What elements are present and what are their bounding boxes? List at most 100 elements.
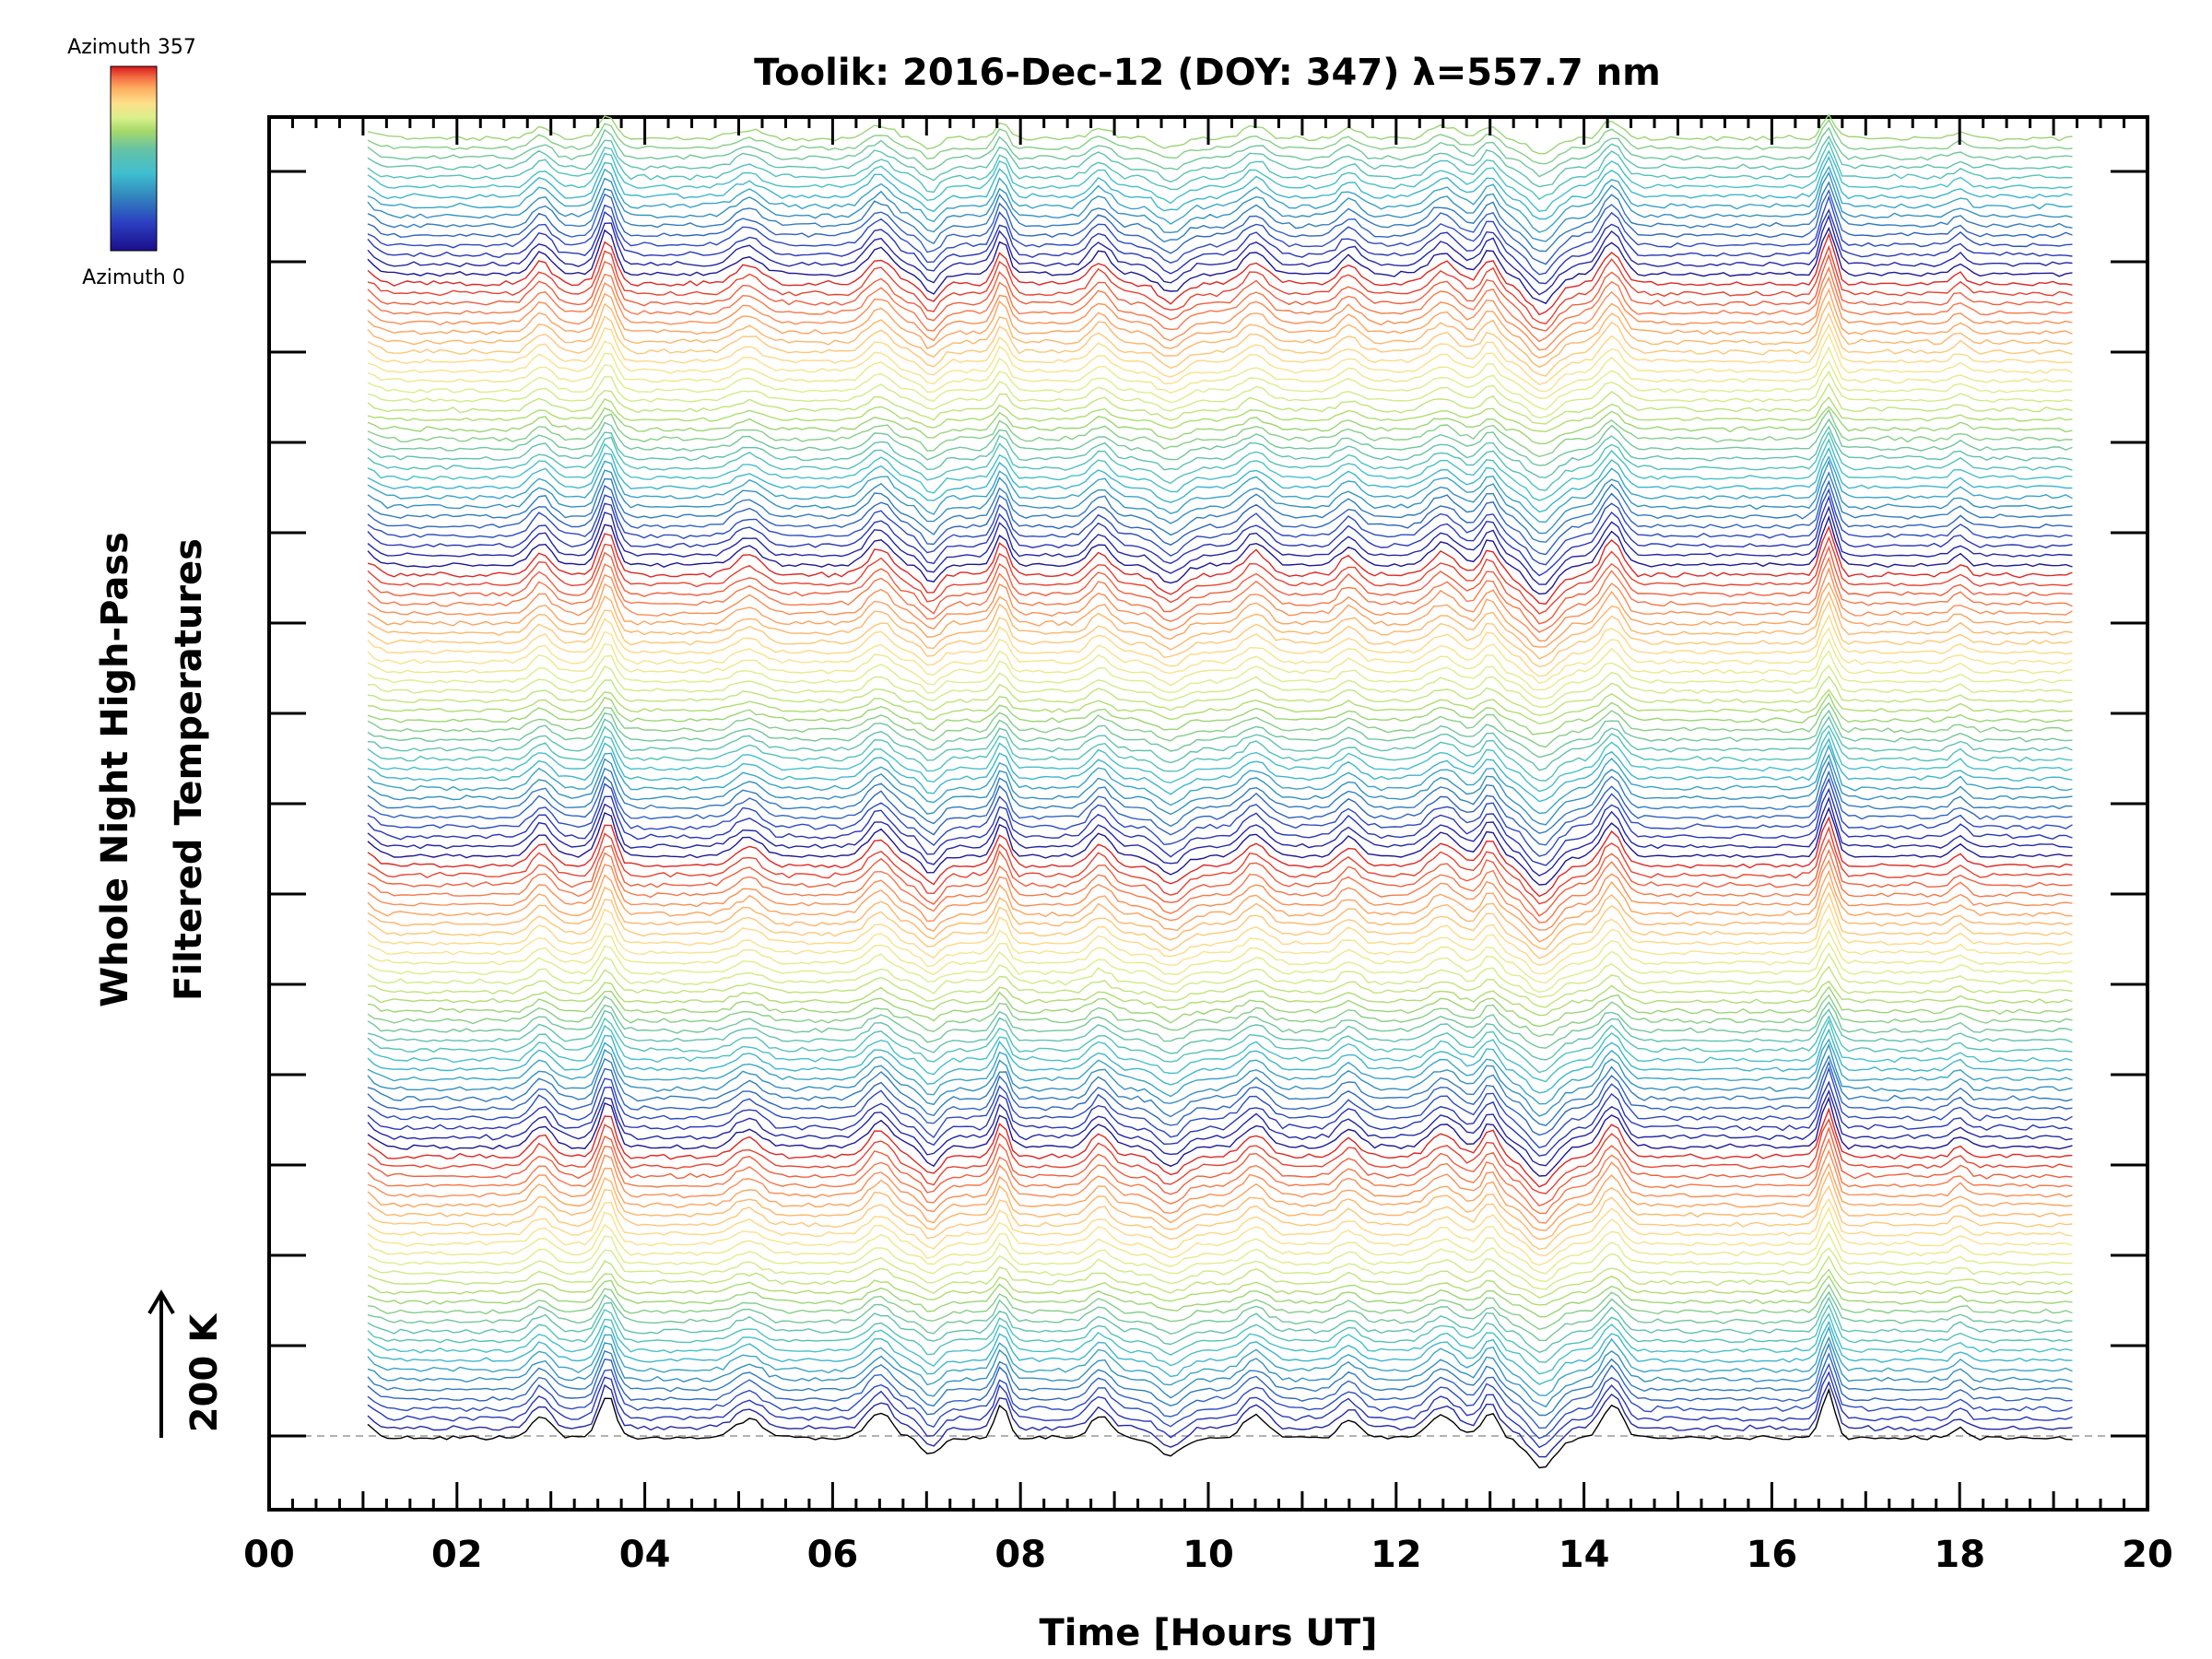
azimuth-trace — [367, 770, 2073, 846]
azimuth-trace — [367, 1042, 2073, 1117]
y-axis-title-line1: Whole Night High-Pass — [94, 532, 136, 1007]
azimuth-trace — [367, 406, 2073, 444]
chart-title: Toolik: 2016-Dec-12 (DOY: 347) λ=557.7 n… — [754, 52, 1661, 94]
azimuth-trace — [367, 1325, 2073, 1396]
azimuth-trace — [367, 1197, 2073, 1257]
x-tick-label: 06 — [807, 1534, 859, 1576]
azimuth-trace — [367, 535, 2073, 615]
azimuth-trace — [367, 454, 2073, 524]
x-ticks — [267, 117, 2149, 1510]
azimuth-trace — [367, 567, 2073, 642]
azimuth-trace — [367, 181, 2073, 253]
trace-group — [304, 113, 2129, 1469]
x-tick-label: 18 — [1934, 1534, 1985, 1576]
azimuth-trace — [367, 787, 2073, 866]
azimuth-trace — [367, 709, 2073, 759]
azimuth-trace — [367, 1352, 2073, 1430]
x-tick-label: 00 — [243, 1534, 295, 1576]
y-axis-title-line2: Filtered Temperatures — [168, 538, 210, 1001]
azimuth-trace — [367, 1137, 2073, 1215]
azimuth-trace — [367, 1290, 2073, 1342]
azimuth-trace — [367, 171, 2073, 242]
azimuth-trace — [367, 917, 2073, 975]
x-tick-label: 04 — [619, 1534, 671, 1576]
azimuth-trace — [367, 1018, 2073, 1083]
azimuth-trace — [367, 1380, 2073, 1458]
azimuth-trace — [367, 1148, 2073, 1224]
azimuth-trace — [367, 891, 2073, 959]
azimuth-trace — [367, 664, 2073, 708]
azimuth-trace — [367, 701, 2073, 748]
azimuth-trace — [367, 1362, 2073, 1440]
azimuth-trace — [367, 1117, 2073, 1194]
azimuth-trace — [367, 126, 2073, 178]
azimuth-trace — [367, 430, 2073, 491]
azimuth-trace — [367, 253, 2073, 332]
azimuth-trace — [367, 370, 2073, 419]
azimuth-trace — [367, 902, 2073, 966]
azimuth-trace — [367, 165, 2073, 233]
azimuth-trace — [367, 744, 2073, 815]
azimuth-trace — [367, 1096, 2073, 1177]
azimuth-trace — [367, 312, 2073, 377]
azimuth-trace — [367, 806, 2073, 886]
azimuth-trace — [367, 692, 2073, 735]
azimuth-trace — [367, 994, 2073, 1038]
azimuth-trace — [367, 300, 2073, 369]
azimuth-trace — [367, 1232, 2073, 1283]
azimuth-trace — [367, 208, 2073, 285]
azimuth-trace — [367, 495, 2073, 577]
azimuth-trace — [367, 777, 2073, 857]
azimuth-trace — [367, 194, 2073, 276]
azimuth-trace — [367, 1008, 2073, 1061]
azimuth-trace — [367, 1080, 2073, 1157]
azimuth-trace — [367, 880, 2073, 950]
azimuth-trace — [367, 276, 2073, 351]
azimuth-trace — [367, 753, 2073, 826]
azimuth-trace — [367, 140, 2073, 201]
x-axis-title: Time [Hours UT] — [1040, 1612, 1378, 1654]
azimuth-trace — [367, 638, 2073, 691]
y-ticks — [269, 170, 2147, 1438]
azimuth-trace — [367, 980, 2073, 1017]
azimuth-trace — [367, 929, 2073, 984]
x-tick-label: 02 — [431, 1534, 483, 1576]
azimuth-trace — [367, 729, 2073, 793]
azimuth-trace — [367, 425, 2073, 478]
azimuth-trace — [367, 545, 2073, 625]
azimuth-trace — [367, 189, 2073, 265]
plot-area: 00 02 04 06 08 10 12 14 16 18 20 — [243, 113, 2173, 1576]
x-tick-labels: 00 02 04 06 08 10 12 14 16 18 20 — [243, 1534, 2173, 1576]
azimuth-trace — [367, 1066, 2073, 1148]
azimuth-trace — [367, 715, 2073, 771]
azimuth-trace — [367, 737, 2073, 803]
azimuth-trace — [367, 826, 2073, 905]
azimuth-trace — [367, 816, 2073, 898]
azimuth-trace — [367, 1038, 2073, 1105]
azimuth-trace — [367, 438, 2073, 501]
azimuth-trace — [367, 614, 2073, 677]
colorbar-bottom-label: Azimuth 0 — [82, 266, 185, 289]
azimuth-trace — [367, 675, 2073, 716]
azimuth-trace — [367, 1054, 2073, 1126]
azimuth-trace — [367, 1283, 2073, 1330]
azimuth-trace — [367, 952, 2073, 998]
scale-bar: 200 K — [147, 1289, 226, 1438]
azimuth-trace — [367, 479, 2073, 556]
azimuth-trace — [367, 488, 2073, 566]
azimuth-trace — [367, 1126, 2073, 1207]
azimuth-trace — [367, 265, 2073, 343]
azimuth-trace — [367, 838, 2073, 917]
azimuth-trace — [367, 324, 2073, 385]
scale-bar-arrow-head — [147, 1289, 175, 1315]
azimuth-trace — [367, 1342, 2073, 1417]
azimuth-trace — [367, 1161, 2073, 1231]
azimuth-trace — [367, 471, 2073, 543]
azimuth-trace — [367, 135, 2073, 188]
azimuth-trace — [367, 1387, 2073, 1469]
azimuth-trace — [367, 1312, 2073, 1375]
azimuth-trace — [367, 1371, 2073, 1449]
azimuth-trace — [367, 418, 2073, 466]
azimuth-trace — [367, 446, 2073, 513]
